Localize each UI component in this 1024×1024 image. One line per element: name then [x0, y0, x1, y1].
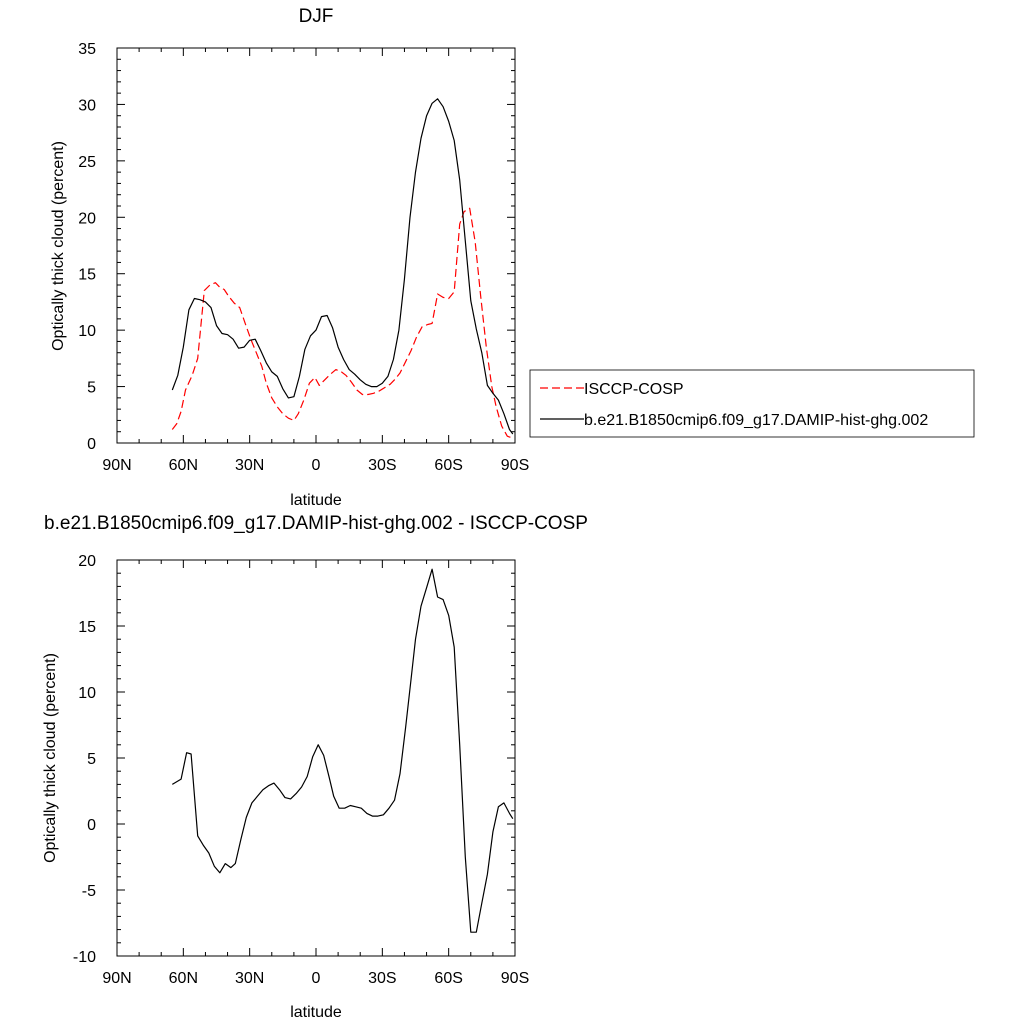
top-panel: DJF Optically thick cloud (percent) lati… — [50, 6, 529, 509]
top-series-group — [171, 98, 514, 438]
top-y-tick-label: 25 — [78, 154, 96, 171]
top-axis-ticks: 90N 60N 30N 0 30S 60S 90S 0 5 10 15 20 25 30 35 — [78, 41, 529, 474]
legend-label-isccp: ISCCP-COSP — [584, 381, 684, 398]
top-y-axis-label: Optically thick cloud (percent) — [50, 141, 67, 351]
bottom-y-tick-label: -5 — [82, 883, 96, 900]
top-x-tick-label: 30N — [235, 457, 264, 474]
bottom-series-group — [171, 568, 514, 933]
top-x-tick-label: 90S — [501, 457, 529, 474]
bottom-x-tick-label: 60S — [434, 970, 462, 987]
top-x-axis-label: latitude — [290, 492, 342, 509]
bottom-x-tick-label: 0 — [312, 970, 321, 987]
bottom-x-tick-label: 30S — [368, 970, 396, 987]
top-y-tick-label: 10 — [78, 323, 96, 340]
top-y-tick-label: 20 — [78, 210, 96, 227]
top-y-tick-label: 5 — [87, 380, 96, 397]
top-x-tick-label: 60S — [434, 457, 462, 474]
top-chart-title: DJF — [299, 6, 334, 27]
top-series-line-0 — [171, 207, 511, 438]
top-y-tick-label: 30 — [78, 97, 96, 114]
top-x-tick-label: 90N — [102, 457, 131, 474]
bottom-y-tick-label: -10 — [73, 949, 96, 966]
legend-label-model: b.e21.B1850cmip6.f09_g17.DAMIP-hist-ghg.… — [584, 412, 928, 429]
bottom-x-tick-label: 60N — [169, 970, 198, 987]
top-series-line-1 — [171, 98, 514, 435]
bottom-x-tick-label: 30N — [235, 970, 264, 987]
top-y-tick-label: 0 — [87, 436, 96, 453]
bottom-y-tick-label: 20 — [78, 553, 96, 570]
legend-box — [529, 369, 975, 438]
top-x-tick-label: 60N — [169, 457, 198, 474]
bottom-y-tick-label: 15 — [78, 619, 96, 636]
legend: ISCCP-COSP b.e21.B1850cmip6.f09_g17.DAMI… — [529, 369, 975, 438]
bottom-axis-ticks: 90N 60N 30N 0 30S 60S 90S -10 -5 0 5 10 15 20 — [73, 553, 529, 987]
bottom-x-tick-label: 90S — [501, 970, 529, 987]
bottom-x-tick-label: 90N — [102, 970, 131, 987]
bottom-chart-title: b.e21.B1850cmip6.f09_g17.DAMIP-hist-ghg.… — [44, 513, 588, 534]
bottom-x-axis-label: latitude — [290, 1004, 342, 1021]
bottom-plot-frame — [116, 559, 516, 957]
top-x-tick-label: 0 — [312, 457, 321, 474]
bottom-y-tick-label: 5 — [87, 751, 96, 768]
bottom-y-tick-label: 10 — [78, 685, 96, 702]
bottom-y-axis-label: Optically thick cloud (percent) — [42, 653, 59, 863]
top-plot-frame — [116, 47, 516, 444]
top-y-tick-label: 35 — [78, 41, 96, 58]
bottom-panel: b.e21.B1850cmip6.f09_g17.DAMIP-hist-ghg.… — [42, 513, 588, 1021]
top-x-tick-label: 30S — [368, 457, 396, 474]
top-y-tick-label: 15 — [78, 267, 96, 284]
bottom-series-line-0 — [171, 568, 514, 933]
bottom-y-tick-label: 0 — [87, 817, 96, 834]
